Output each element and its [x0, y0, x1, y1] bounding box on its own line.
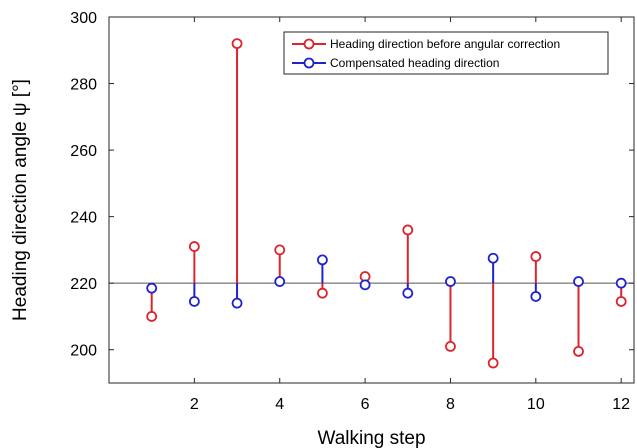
y-tick-label: 200 [70, 343, 97, 360]
y-tick-label: 240 [70, 210, 97, 227]
legend-swatch-marker [303, 57, 315, 69]
stem-marker [231, 297, 243, 309]
stem-marker [615, 277, 627, 289]
stem-marker [445, 276, 456, 287]
stem-marker [487, 357, 499, 369]
stem-marker [573, 276, 584, 287]
y-tick-label: 260 [70, 143, 97, 160]
legend: Heading direction before angular correct… [283, 31, 609, 75]
series-1 [146, 38, 627, 369]
stem-marker [274, 276, 286, 287]
y-tick-label: 220 [70, 276, 97, 293]
axes-box [108, 16, 635, 384]
stem-marker [274, 244, 286, 256]
stem-marker [317, 254, 328, 266]
x-tick-label: 10 [527, 396, 545, 413]
stem-marker [615, 296, 627, 307]
stem-marker [146, 311, 158, 322]
x-tick-label: 4 [275, 396, 284, 413]
y-tick-label: 300 [70, 10, 97, 27]
x-tick-label: 6 [361, 396, 370, 413]
y-tick-label: 280 [70, 77, 97, 94]
stem-marker [487, 252, 499, 264]
stem-marker [359, 279, 371, 291]
stem-marker [402, 224, 414, 236]
stems-layer [146, 38, 627, 369]
stem-marker [573, 345, 584, 357]
stem-marker [530, 251, 542, 262]
legend-swatch-marker [303, 38, 315, 50]
ticks-layer: 200 220 240 260 280 300 2 4 6 8 10 12 [70, 10, 634, 413]
stem-marker [146, 282, 158, 294]
stem-marker [445, 340, 456, 352]
stem-marker [188, 241, 200, 252]
plot-frame [108, 16, 635, 384]
stem-marker [317, 287, 328, 299]
legend-label: Heading direction before angular correct… [330, 37, 560, 51]
legend-label: Compensated heading direction [330, 56, 499, 70]
stem-marker [530, 291, 542, 302]
x-tick-label: 8 [446, 396, 455, 413]
stem-marker [231, 38, 243, 50]
legend-box [283, 31, 609, 75]
x-axis-title: Walking step [317, 428, 425, 448]
stem-marker [402, 287, 414, 299]
series-2 [146, 252, 627, 309]
x-tick-label: 12 [612, 396, 630, 413]
stem-marker [188, 296, 200, 307]
x-tick-label: 2 [190, 396, 199, 413]
y-axis-title: Heading direction angle ψ [°] [10, 79, 31, 321]
